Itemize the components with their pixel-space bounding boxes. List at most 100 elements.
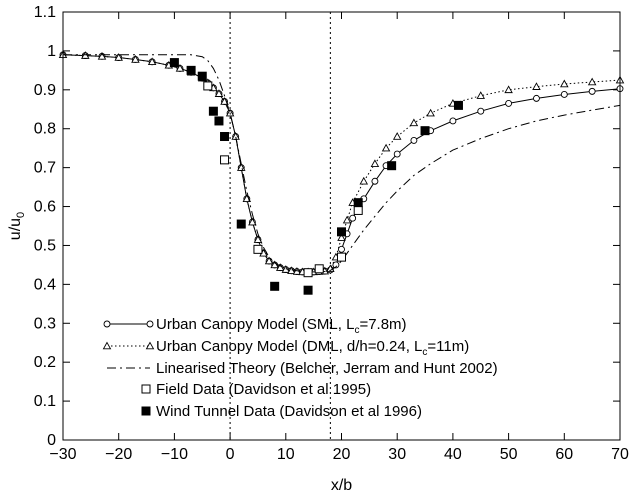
legend-label: Urban Canopy Model (SML, Lc=7.8m) [156,316,407,336]
y-tick-label: 1.1 [34,4,56,21]
data-point [303,285,313,295]
series-2 [58,50,625,276]
legend-entry: Wind Tunnel Data (Davidson et al 1996) [141,403,422,420]
data-point [420,126,430,136]
y-tick-label: 0.4 [34,276,56,293]
data-point [337,233,346,241]
series-1 [59,51,624,276]
data-point [231,132,240,140]
x-tick-label: 0 [226,446,235,463]
data-point [214,89,224,97]
data-point [270,281,280,291]
data-point [453,100,463,110]
x-tick-label: −20 [105,446,132,463]
data-point [532,82,541,90]
data-point [381,143,391,152]
data-point [303,268,313,278]
series-4 [203,81,363,278]
legend-label-main: Urban Canopy Model (DML, d/h=0.24, L [156,338,422,355]
data-point [220,132,230,142]
y-axis-label: u/u0 [7,212,27,240]
x-tick-label: 30 [388,446,406,463]
data-point [476,91,486,99]
data-point [253,235,263,243]
y-tick-label: 0 [47,432,56,449]
data-point [332,261,340,269]
y-tick-label: 0.9 [34,82,56,99]
data-point [203,81,213,91]
data-point [349,214,357,222]
data-point [186,65,196,75]
data-point [560,79,569,88]
data-point [370,159,380,167]
data-point [353,198,363,208]
x-tick-label: 60 [555,446,573,463]
data-point [114,53,123,61]
data-point [337,227,346,237]
data-point [353,205,363,215]
y-tick-label: 0.2 [34,354,56,371]
y-tick-label: 0.6 [34,199,56,216]
legend-label-sub: c [422,347,427,358]
x-tick-label: 40 [444,446,462,463]
data-point [220,155,230,165]
data-point [588,87,596,95]
data-point [338,245,345,253]
data-point [587,77,597,86]
data-point [236,219,246,229]
data-point [97,51,107,60]
x-tick-label: 10 [277,446,295,463]
plot-frame [62,11,621,441]
legend-entry: Urban Canopy Model (DML, d/h=0.24, Lc=11… [102,338,469,358]
y-tick-label: 0.7 [34,160,56,177]
data-point [337,252,346,262]
legend-label: Wind Tunnel Data (Davidson et al 1996) [156,403,422,420]
legend-marker [141,406,151,416]
data-point [371,177,379,185]
series-layer [58,50,625,295]
legend-entry: Urban Canopy Model (SML, Lc=7.8m) [103,316,407,336]
x-tick-label: 70 [611,446,629,463]
legend-entry: Linearised Theory (Belcher, Jerram and H… [107,360,498,377]
data-point [449,117,457,125]
data-point [197,71,207,81]
series-5 [169,58,463,295]
data-point [393,150,401,158]
data-point [533,94,540,102]
data-point [169,58,179,68]
legend-marker [102,341,112,350]
data-point [270,260,279,269]
y-tick-label: 0.3 [34,315,56,332]
series-3 [63,54,621,273]
legend-marker [145,341,155,350]
data-point [248,217,257,226]
y-tick-label: 0.5 [34,237,56,254]
y-axis-label-sub: 0 [15,212,27,218]
data-point [175,63,185,72]
legend-marker [103,320,111,328]
x-tick-label: −30 [49,446,76,463]
x-axis-label: x/b [331,477,352,494]
series-line [63,54,621,273]
legend-label-tail: =11m) [427,338,469,355]
data-point [314,264,324,274]
x-axis-ticks: −30 −20 −10 0 10 20 30 40 50 60 70 [49,12,629,463]
data-point [264,256,274,265]
data-point [426,108,435,117]
legend-label: Urban Canopy Model (DML, d/h=0.24, Lc=11… [156,338,469,358]
y-axis-label-main: u/u [7,218,24,240]
legend-entry: Field Data (Davidson et al 1995) [141,381,371,398]
data-point [387,161,397,171]
data-point [236,163,246,171]
x-tick-label: 50 [500,446,518,463]
data-point [409,118,419,127]
data-point [359,176,369,185]
legend-label-tail: =7.8m) [359,316,406,333]
data-point [131,55,140,63]
data-point [504,85,513,94]
legend-label: Field Data (Davidson et al 1995) [156,381,371,398]
x-tick-label: 20 [333,446,351,463]
data-point [253,244,263,254]
y-tick-label: 1 [47,43,56,60]
